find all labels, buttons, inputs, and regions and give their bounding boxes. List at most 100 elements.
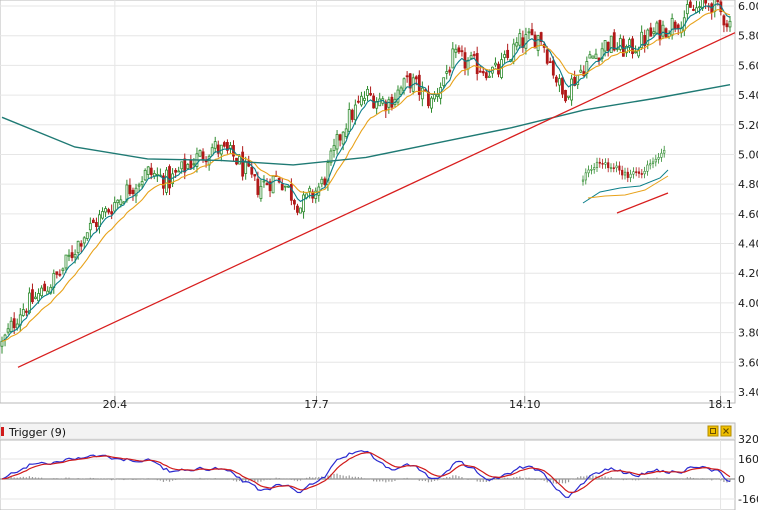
candle-up	[512, 43, 516, 62]
inset-candle	[657, 157, 660, 160]
y-tick-label: 5.40	[738, 89, 758, 102]
x-tick-label: 18.1	[708, 398, 733, 411]
candle-up	[603, 40, 607, 52]
close-icon[interactable]	[720, 425, 732, 437]
candle-up	[451, 48, 455, 69]
x-tick-label: 20.4	[103, 398, 128, 411]
candle-down	[676, 24, 680, 30]
candle-down	[12, 318, 16, 329]
candle-down	[149, 167, 153, 175]
inset-trendline	[616, 192, 669, 214]
candle-down	[222, 142, 226, 147]
candle-up	[85, 232, 89, 239]
candle-up	[64, 254, 68, 269]
candle-down	[296, 205, 299, 213]
candle-up	[152, 173, 156, 177]
candle-up	[76, 240, 80, 254]
inset-candle	[612, 167, 615, 169]
candle-down	[55, 271, 59, 275]
inset-ma-slow	[587, 175, 669, 199]
candle-up	[344, 128, 348, 137]
inset-candle	[590, 168, 593, 171]
candle-up	[518, 33, 522, 46]
candle-up	[67, 254, 71, 257]
candle-up	[28, 292, 31, 314]
candle-down	[201, 151, 205, 160]
inset-candle	[632, 171, 635, 175]
candle-up	[591, 55, 595, 59]
y-tick-label: 3.60	[738, 356, 758, 369]
candle-down	[216, 144, 220, 154]
candle-up	[6, 328, 10, 333]
candle-up	[329, 150, 333, 164]
candle-down	[24, 310, 28, 313]
candle-down	[448, 69, 452, 73]
candle-up	[652, 31, 656, 34]
candle-down	[506, 49, 510, 58]
candle-down	[338, 134, 342, 141]
candle-up	[420, 87, 424, 100]
candle-up	[625, 46, 628, 54]
candle-up	[308, 187, 312, 192]
inset-candle	[621, 169, 624, 176]
candle-down	[408, 73, 412, 89]
main-plot-area	[0, 0, 736, 404]
candle-up	[698, 6, 701, 9]
candle-up	[353, 104, 357, 121]
candle-up	[399, 87, 403, 95]
y-tick-label: 4.00	[738, 297, 758, 310]
candle-down	[369, 93, 372, 96]
candle-up	[104, 208, 107, 213]
candle-up	[213, 141, 217, 149]
candle-up	[646, 29, 650, 45]
candle-up	[116, 199, 120, 204]
candle-up	[259, 185, 263, 199]
candle-down	[573, 76, 577, 86]
candle-up	[177, 170, 181, 173]
candle-up	[442, 77, 446, 86]
candle-up	[387, 99, 391, 108]
candle-up	[82, 237, 86, 244]
candle-up	[98, 214, 101, 228]
candle-down	[183, 158, 187, 173]
candle-down	[722, 15, 726, 26]
y-tick-label: 5.00	[738, 148, 758, 161]
candle-up	[244, 161, 248, 174]
candle-up	[515, 42, 519, 47]
candle-up	[335, 134, 339, 150]
candle-down	[174, 169, 178, 173]
candle-down	[725, 23, 729, 28]
candle-up	[283, 185, 287, 188]
inset-candle	[646, 164, 649, 172]
candle-down	[478, 70, 482, 73]
candle-down	[189, 160, 193, 169]
candle-up	[262, 180, 266, 183]
candle-down	[530, 29, 534, 36]
candle-up	[366, 88, 369, 96]
inset-candle	[609, 167, 613, 169]
inset-candle	[649, 163, 652, 166]
indicator-color-swatch	[1, 427, 4, 436]
candle-down	[31, 289, 34, 303]
candle-up	[363, 97, 366, 101]
candle-up	[73, 254, 77, 258]
candle-down	[689, 1, 692, 8]
inset-candle	[593, 167, 596, 170]
candle-up	[143, 169, 147, 181]
inset-candle	[635, 171, 638, 173]
candle-down	[131, 189, 135, 195]
candle-up	[341, 131, 345, 145]
candle-up	[661, 24, 665, 37]
candle-down	[414, 76, 418, 80]
trigger-series	[1, 450, 731, 499]
candle-up	[134, 187, 138, 197]
candle-down	[356, 100, 360, 103]
candle-up	[0, 340, 4, 347]
inset-candle	[607, 162, 610, 169]
maximize-icon[interactable]	[707, 425, 719, 437]
candle-up	[430, 97, 433, 109]
candle-up	[524, 34, 528, 49]
candle-down	[472, 54, 476, 56]
candle-down	[692, 8, 695, 11]
